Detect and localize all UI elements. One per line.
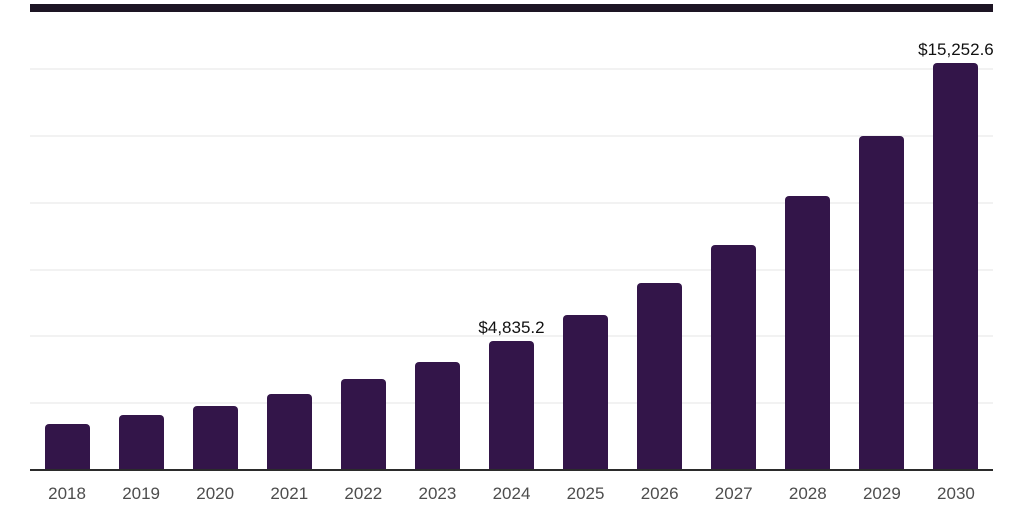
data-label-2030: $15,252.6 <box>918 39 994 59</box>
bar-2030[interactable] <box>933 62 979 470</box>
x-tick-label-2028: 2028 <box>788 484 827 503</box>
x-tick-label-2018: 2018 <box>48 484 86 503</box>
x-tick-label-2023: 2023 <box>418 484 457 503</box>
top-accent-bar <box>30 4 993 12</box>
bar-2024[interactable] <box>489 340 534 470</box>
gridline <box>30 135 993 138</box>
x-tick-label-2022: 2022 <box>344 484 383 503</box>
x-tick-label-2025: 2025 <box>566 484 605 503</box>
bar-2022[interactable] <box>340 379 386 470</box>
bar-2018[interactable] <box>44 424 90 470</box>
bar-2019[interactable] <box>118 414 164 470</box>
x-tick-label-2024: 2024 <box>492 484 531 503</box>
x-tick-label-2030: 2030 <box>937 484 975 503</box>
x-tick-label-2027: 2027 <box>714 484 753 503</box>
x-tick-label-2019: 2019 <box>122 484 161 503</box>
bar-2029[interactable] <box>859 136 905 470</box>
bar-2028[interactable] <box>785 196 831 470</box>
bar-2025[interactable] <box>563 315 609 470</box>
bar-2026[interactable] <box>637 283 683 470</box>
gridline <box>30 268 993 271</box>
gridline <box>30 335 993 338</box>
x-axis-line <box>30 469 993 471</box>
x-tick-label-2026: 2026 <box>640 484 679 503</box>
data-label-2024: $4,835.2 <box>478 317 545 337</box>
bar-2023[interactable] <box>414 362 460 470</box>
x-tick-label-2020: 2020 <box>196 484 235 503</box>
bar-2027[interactable] <box>711 245 757 470</box>
x-tick-label-2029: 2029 <box>862 484 901 503</box>
x-tick-label-2021: 2021 <box>270 484 309 503</box>
gridline <box>30 68 993 71</box>
gridline <box>30 201 993 204</box>
bar-2021[interactable] <box>266 393 312 470</box>
bar-2020[interactable] <box>192 405 238 470</box>
